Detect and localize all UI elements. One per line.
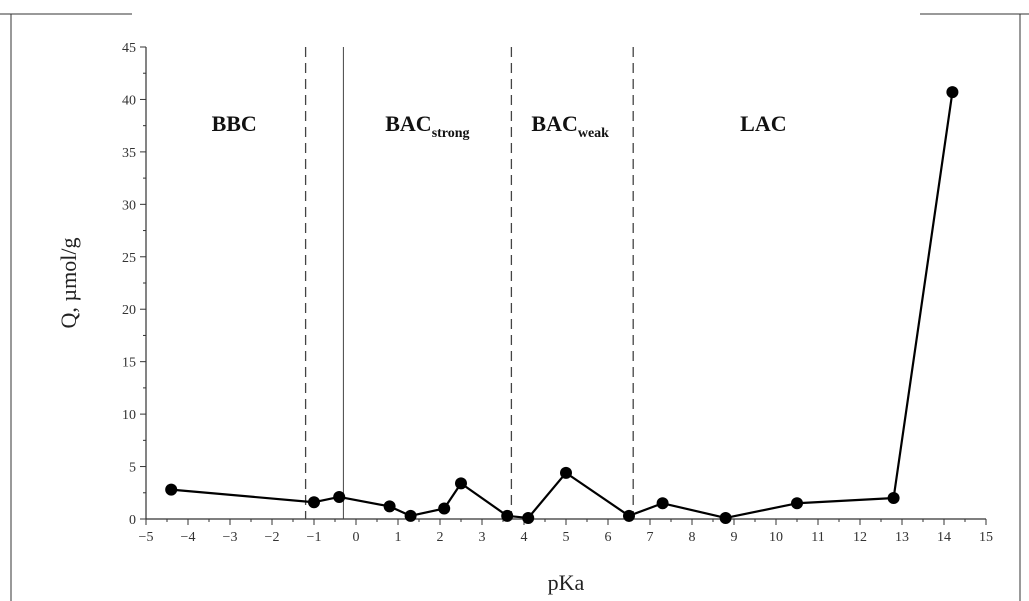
- data-point: [165, 483, 178, 496]
- region-label: BACstrong: [385, 111, 469, 141]
- x-tick-label: −4: [181, 530, 196, 545]
- y-tick-label: 10: [122, 408, 136, 423]
- x-tick-label: −3: [223, 530, 238, 545]
- data-point: [308, 496, 320, 509]
- x-tick-label: 4: [521, 530, 528, 545]
- region-label: LAC: [740, 111, 786, 136]
- x-axis-title: pKa: [548, 570, 585, 595]
- x-tick-label: 5: [563, 530, 570, 545]
- x-tick-label: 7: [647, 530, 654, 545]
- y-tick-label: 35: [122, 146, 136, 161]
- x-tick-label: 15: [979, 530, 993, 545]
- data-point: [719, 511, 732, 524]
- data-point: [522, 511, 535, 524]
- data-point: [383, 500, 396, 513]
- x-tick-label: 12: [853, 530, 867, 545]
- data-point: [501, 509, 514, 522]
- series-line: [171, 91, 954, 520]
- x-tick-label: 1: [395, 530, 402, 545]
- x-tick-label: 13: [895, 530, 909, 545]
- x-tick-label: 0: [353, 530, 360, 545]
- x-tick-label: 8: [689, 530, 696, 545]
- region-label: BACweak: [531, 111, 609, 141]
- region-label: BBC: [212, 111, 257, 136]
- x-tick-label: −2: [265, 530, 280, 545]
- plot-area: −5 −4 −3 −2 −1 0 1 2 3 4 5 6 7 8 9 10 11 12 13 14 1505101520…: [122, 41, 993, 545]
- x-tick-label: 11: [811, 530, 824, 545]
- data-point: [455, 477, 467, 490]
- y-tick-label: 20: [122, 303, 136, 318]
- data-point: [791, 497, 803, 510]
- y-tick-label: 40: [122, 93, 136, 108]
- data-point: [560, 466, 572, 479]
- y-tick-label: 25: [122, 251, 136, 266]
- data-point: [887, 492, 900, 505]
- x-tick-label: 2: [437, 530, 444, 545]
- x-tick-label: 10: [769, 530, 783, 545]
- x-tick-label: 6: [605, 530, 612, 545]
- y-tick-label: 15: [122, 356, 136, 371]
- data-point: [333, 490, 346, 503]
- x-tick-label: −5: [139, 530, 154, 545]
- data-point: [656, 497, 669, 510]
- x-tick-label: 14: [937, 530, 951, 545]
- x-tick-label: 3: [479, 530, 486, 545]
- data-point: [404, 509, 417, 522]
- data-point: [438, 502, 451, 515]
- y-axis-title: Q, µmol/g: [56, 238, 81, 329]
- y-tick-label: 30: [122, 198, 136, 213]
- data-point: [946, 86, 959, 99]
- data-point: [623, 509, 635, 522]
- y-tick-label: 0: [129, 513, 136, 528]
- y-tick-label: 5: [129, 461, 136, 476]
- x-tick-label: 9: [731, 530, 738, 545]
- x-tick-label: −1: [307, 530, 322, 545]
- y-tick-label: 45: [122, 41, 136, 56]
